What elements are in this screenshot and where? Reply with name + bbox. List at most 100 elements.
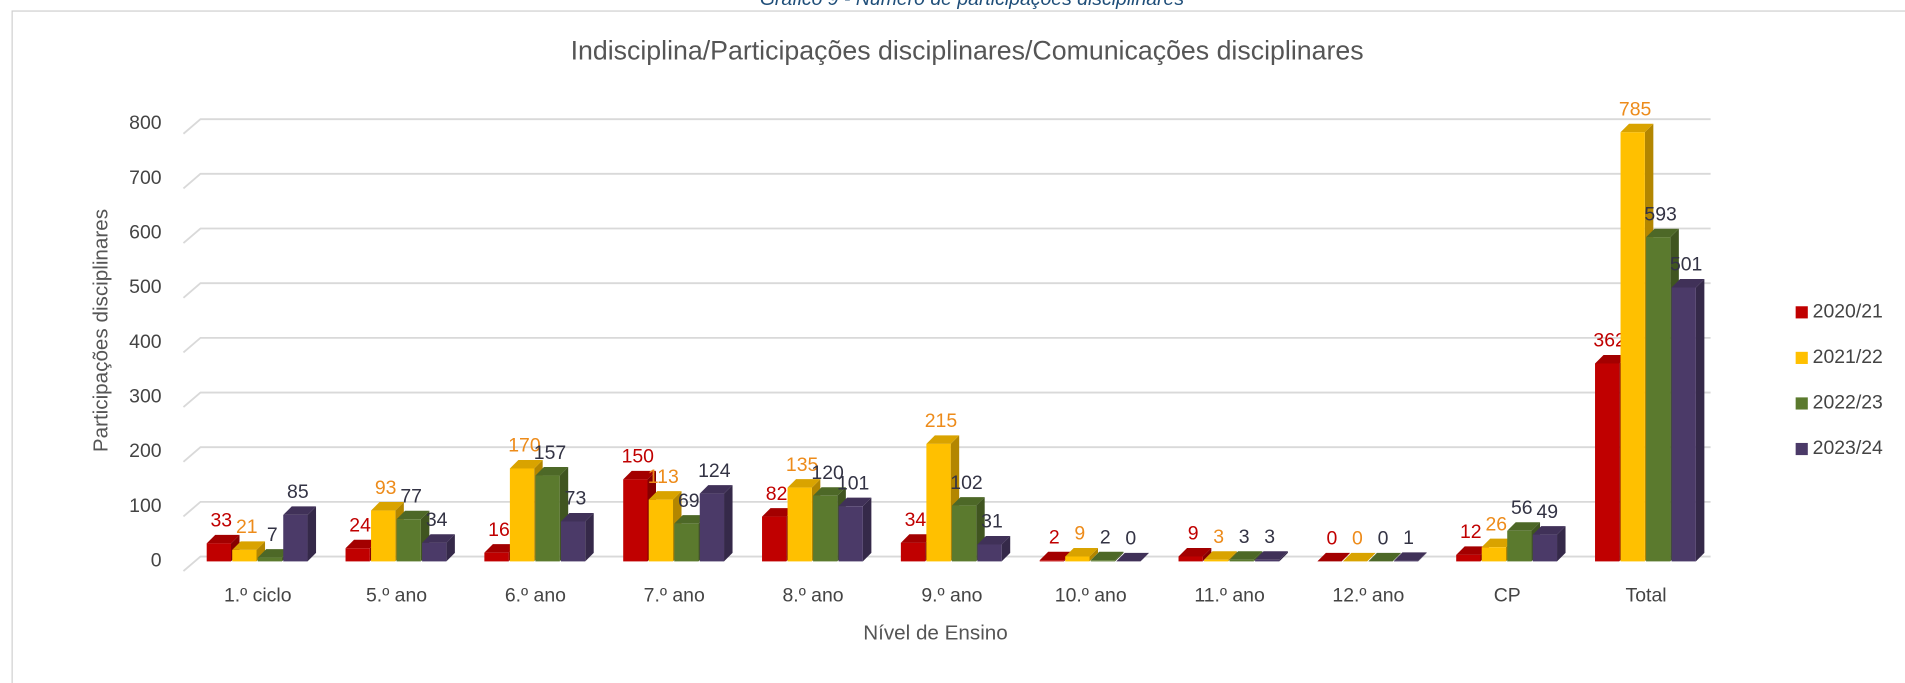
- bar-top: [257, 549, 291, 558]
- bar: [674, 523, 699, 562]
- legend-swatch: [1795, 442, 1808, 456]
- bar: [787, 487, 812, 562]
- bar-top: [762, 508, 795, 517]
- bar-top: [951, 497, 985, 506]
- y-tick-label: 800: [129, 112, 162, 134]
- data-label: 785: [1619, 98, 1651, 120]
- x-tick-label: 8.º ano: [783, 585, 844, 607]
- bar: [396, 519, 421, 562]
- grid-line: [182, 336, 1711, 354]
- x-axis-title: Nível de Ensino: [863, 622, 1008, 645]
- y-axis-title: Participações disciplinares: [90, 209, 113, 452]
- bar: [762, 516, 787, 562]
- bar-top: [1595, 354, 1628, 364]
- bar-top: [1039, 551, 1073, 561]
- y-tick-label: 500: [129, 276, 162, 298]
- bar: [1646, 237, 1671, 562]
- legend-swatch: [1795, 306, 1808, 319]
- bar: [1255, 559, 1280, 562]
- data-label: 93: [375, 477, 397, 499]
- legend-swatch: [1795, 397, 1808, 410]
- bar: [951, 505, 977, 562]
- data-label: 73: [565, 488, 587, 510]
- bar-top: [1204, 551, 1237, 560]
- data-label: 593: [1644, 203, 1676, 225]
- bar: [345, 548, 370, 562]
- bar: [232, 549, 257, 562]
- data-label: 34: [905, 509, 927, 531]
- x-tick-label: 1.º ciclo: [224, 585, 292, 607]
- bar-top: [623, 470, 657, 480]
- data-label: 2: [1049, 527, 1060, 549]
- x-tick-label: 12.º ano: [1332, 585, 1404, 607]
- data-label: 1: [1403, 527, 1414, 549]
- bar-top: [977, 535, 1011, 545]
- grid-line: [182, 172, 1711, 190]
- grid-line: [182, 391, 1711, 408]
- y-tick-label: 600: [129, 221, 162, 243]
- bar-top: [1065, 547, 1099, 557]
- data-label: 7: [267, 524, 278, 546]
- chart-frame: [11, 10, 1905, 683]
- bar: [484, 552, 509, 562]
- bar-top: [1393, 552, 1427, 561]
- data-label: 124: [698, 460, 731, 482]
- data-label: 34: [426, 509, 448, 531]
- bar-top: [699, 485, 733, 494]
- bar-top: [926, 435, 960, 444]
- bar-top: [1368, 552, 1402, 562]
- data-label: 77: [400, 486, 422, 508]
- bar: [1595, 363, 1620, 562]
- bar-top: [1317, 552, 1351, 562]
- data-label: 362: [1593, 330, 1625, 352]
- x-tick-label: 6.º ano: [505, 585, 566, 607]
- bar-side: [1418, 552, 1427, 562]
- caption: Gráfico 9 - Número de participações disc…: [760, 0, 1185, 10]
- bar-side: [1115, 551, 1124, 562]
- bar-top: [1481, 538, 1515, 548]
- bar-top: [1255, 551, 1288, 560]
- bar-top: [1456, 546, 1489, 555]
- data-label: 113: [648, 466, 679, 488]
- bar: [422, 542, 447, 562]
- legend-label: 2023/24: [1813, 437, 1883, 459]
- x-tick-label: 9.º ano: [921, 585, 982, 607]
- bar: [1039, 560, 1064, 562]
- bar-top: [900, 534, 934, 543]
- bar: [1620, 132, 1645, 562]
- bar-side: [307, 506, 317, 562]
- data-label: 56: [1511, 497, 1533, 519]
- bar-top: [787, 479, 821, 488]
- bar-side: [724, 485, 733, 562]
- bar: [813, 495, 838, 562]
- bar-top: [1229, 551, 1263, 560]
- bar: [699, 493, 725, 562]
- bar-top: [422, 534, 455, 543]
- bar: [1229, 559, 1254, 562]
- bar: [1481, 547, 1507, 562]
- bar: [1456, 554, 1481, 562]
- data-label: 85: [287, 481, 309, 503]
- bar-top: [1507, 522, 1541, 531]
- data-label: 49: [1537, 501, 1559, 523]
- bar: [535, 475, 560, 562]
- bar: [371, 510, 396, 562]
- bar-side: [862, 497, 872, 562]
- bar-top: [1671, 278, 1705, 288]
- y-tick-label: 200: [129, 440, 162, 462]
- bar: [1065, 556, 1090, 562]
- data-label: 157: [534, 442, 566, 464]
- data-label: 0: [1352, 528, 1363, 550]
- grid-line: [182, 500, 1711, 518]
- grid-line: [182, 446, 1711, 463]
- bar-top: [345, 539, 379, 549]
- data-label: 135: [786, 454, 818, 476]
- data-label: 26: [1485, 513, 1507, 535]
- bar: [623, 479, 648, 562]
- x-tick-label: 10.º ano: [1055, 585, 1127, 607]
- x-tick-label: 7.º ano: [644, 585, 705, 607]
- bar: [206, 543, 232, 562]
- data-label: 21: [236, 516, 258, 538]
